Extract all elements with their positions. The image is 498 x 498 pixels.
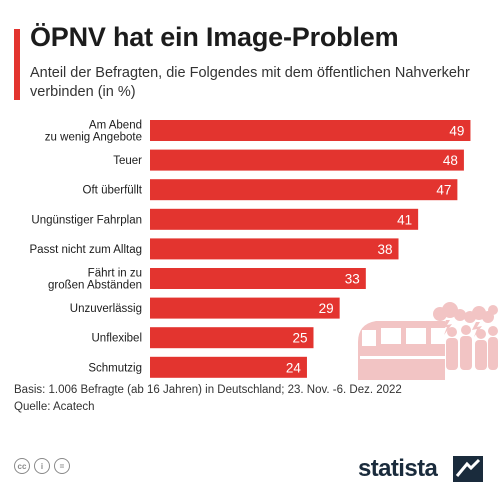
page-title: ÖPNV hat ein Image-Problem bbox=[30, 22, 399, 52]
bar-value-label: 38 bbox=[377, 242, 392, 257]
title-accent-bar bbox=[14, 29, 20, 100]
bar-3 bbox=[150, 208, 419, 230]
bar-2 bbox=[150, 179, 458, 201]
bar-value-label: 33 bbox=[345, 272, 360, 287]
source-note: Quelle: Acatech bbox=[14, 401, 95, 413]
crowd-icon bbox=[446, 325, 498, 370]
bar-value-label: 25 bbox=[292, 331, 307, 346]
bar-0 bbox=[150, 120, 471, 141]
attribution-icon[interactable]: i bbox=[34, 458, 50, 474]
creative-commons-icon[interactable]: cc bbox=[14, 458, 30, 474]
bar-6 bbox=[150, 297, 340, 319]
bar-value-label: 41 bbox=[397, 212, 412, 227]
statista-logo-text[interactable]: statista bbox=[358, 455, 438, 482]
train-illustration bbox=[358, 302, 498, 380]
statista-logo-icon[interactable] bbox=[453, 456, 483, 482]
category-label: Fährt in zu bbox=[88, 268, 142, 280]
category-label: Oft überfüllt bbox=[83, 185, 143, 197]
bar-5 bbox=[150, 268, 366, 289]
bar-value-label: 29 bbox=[319, 301, 334, 316]
category-label: Ungünstiger Fahrplan bbox=[31, 214, 142, 226]
category-label: Schmutzig bbox=[88, 362, 142, 374]
category-label: Teuer bbox=[113, 155, 142, 167]
no-derivatives-icon[interactable]: = bbox=[54, 458, 70, 474]
category-label: Passt nicht zum Alltag bbox=[30, 244, 143, 256]
train-icon bbox=[358, 321, 445, 380]
category-label: Unflexibel bbox=[92, 333, 143, 345]
bar-1 bbox=[150, 149, 464, 171]
bar-8 bbox=[150, 356, 307, 378]
bar-value-label: 48 bbox=[443, 153, 458, 168]
category-label: Unzuverlässig bbox=[70, 303, 142, 315]
bar-7 bbox=[150, 327, 314, 349]
bar-4 bbox=[150, 238, 399, 260]
page-subtitle: Anteil der Befragten, die Folgendes mit … bbox=[30, 65, 470, 100]
category-label: Am Abend bbox=[89, 120, 142, 132]
bar-value-label: 49 bbox=[449, 124, 464, 139]
bar-value-label: 24 bbox=[286, 360, 302, 375]
storm-cloud-icon bbox=[433, 302, 498, 337]
basis-note: Basis: 1.006 Befragte (ab 16 Jahren) in … bbox=[14, 384, 402, 396]
category-label: großen Abständen bbox=[48, 280, 142, 292]
bar-value-label: 47 bbox=[436, 183, 451, 198]
license-icons: cc i = bbox=[14, 458, 70, 474]
category-label: zu wenig Angebote bbox=[45, 132, 142, 144]
